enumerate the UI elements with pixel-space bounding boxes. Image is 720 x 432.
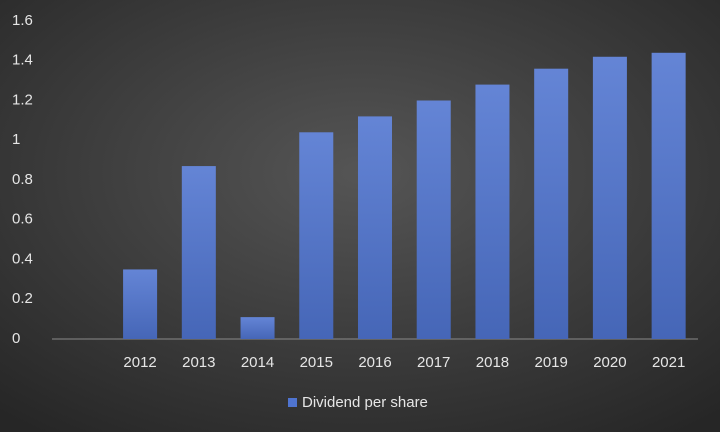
x-tick-label: 2013 <box>182 354 215 371</box>
y-tick-label: 0.8 <box>12 171 33 188</box>
bar-shade <box>240 317 275 339</box>
y-tick-label: 0.4 <box>12 250 33 267</box>
y-tick-label: 0 <box>12 330 20 347</box>
bar-shade <box>475 84 510 339</box>
bar-shade <box>416 100 451 339</box>
y-tick-label: 1.2 <box>12 91 33 108</box>
bar-shade <box>358 116 392 340</box>
y-tick-label: 1 <box>12 131 20 148</box>
bar-shade <box>534 68 569 339</box>
y-tick-label: 0.2 <box>12 290 33 307</box>
x-tick-label: 2019 <box>534 354 567 371</box>
x-tick-label: 2021 <box>652 354 685 371</box>
bar-shade <box>299 132 334 339</box>
bar-shade <box>651 52 686 340</box>
y-tick-label: 1.6 <box>12 12 33 29</box>
y-tick-label: 1.4 <box>12 52 33 69</box>
x-tick-label: 2020 <box>593 354 626 371</box>
legend-swatch <box>288 398 297 407</box>
bar-shade <box>181 166 216 339</box>
x-tick-label: 2015 <box>300 354 333 371</box>
bar-shade <box>592 56 627 340</box>
legend-label: Dividend per share <box>302 394 428 411</box>
y-tick-label: 0.6 <box>12 211 33 228</box>
x-tick-label: 2016 <box>358 354 391 371</box>
x-tick-label: 2014 <box>241 354 274 371</box>
bar-shade <box>123 269 158 339</box>
x-tick-label: 2012 <box>123 354 156 371</box>
x-tick-label: 2018 <box>476 354 509 371</box>
x-tick-label: 2017 <box>417 354 450 371</box>
